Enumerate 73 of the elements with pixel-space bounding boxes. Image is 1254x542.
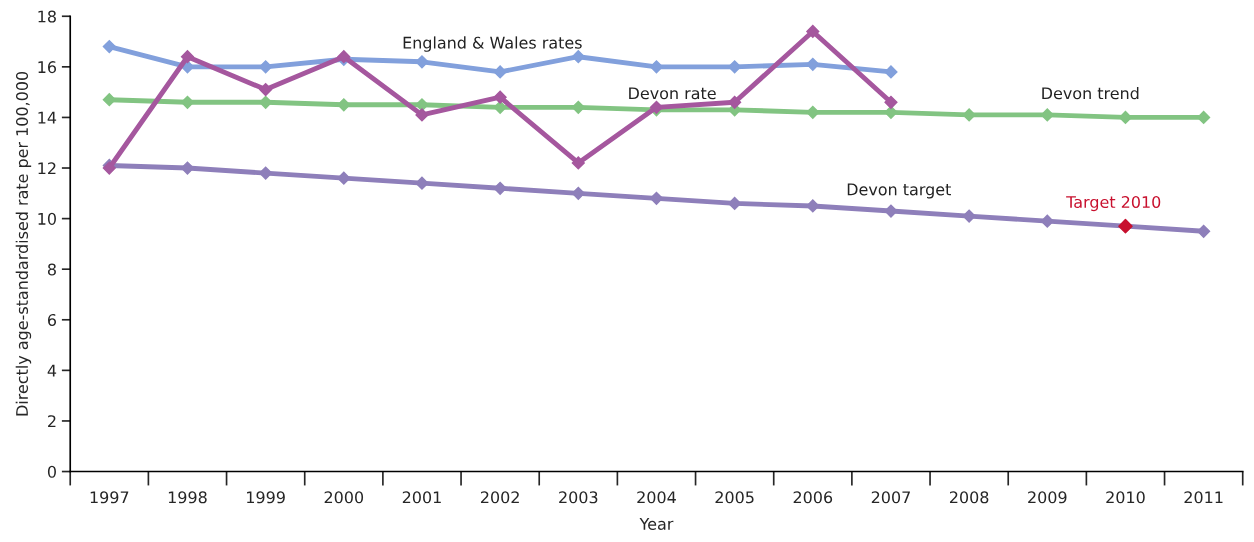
point	[259, 166, 273, 180]
x-axis-title: Year	[639, 518, 674, 530]
series-label: Devon rate	[629, 87, 716, 100]
y-tick-label: 14	[38, 111, 57, 124]
x-tick-label: 1997	[90, 491, 129, 504]
x-tick-label: 1999	[247, 491, 285, 504]
x-tick-label: 2001	[402, 491, 441, 504]
y-tick-label: 8	[47, 263, 56, 276]
y-tick-label: 2	[48, 415, 56, 428]
point	[884, 204, 898, 218]
x-tick-label: 2005	[715, 491, 754, 504]
point	[259, 60, 273, 74]
x-tick-label: 2004	[637, 491, 676, 504]
point	[493, 100, 507, 114]
point	[493, 181, 507, 195]
x-tick-label: 2010	[1106, 491, 1145, 504]
y-tick-label: 0	[47, 465, 56, 478]
y-tick-label: 18	[38, 10, 56, 23]
point	[1197, 110, 1211, 125]
point	[962, 108, 976, 122]
x-tick-label: 2006	[793, 491, 833, 504]
point	[337, 171, 351, 185]
point	[884, 105, 898, 119]
x-tick-label: 1998	[168, 491, 207, 504]
x-tick-label: 2000	[324, 491, 364, 504]
point	[415, 55, 429, 69]
point	[337, 98, 351, 112]
point	[571, 100, 585, 114]
series-label: England & Wales rates	[403, 36, 582, 52]
point	[571, 156, 585, 170]
point	[649, 191, 664, 205]
point	[102, 40, 116, 54]
point	[415, 176, 429, 190]
point	[571, 186, 585, 200]
point	[493, 65, 507, 79]
point	[728, 196, 742, 211]
point	[180, 95, 195, 109]
y-tick-label: 6	[47, 313, 57, 327]
y-axis-title: Directly age-standardised rate per 100,000	[15, 71, 32, 416]
point	[415, 98, 429, 112]
point	[180, 50, 195, 64]
y-tick-label: 10	[38, 212, 56, 225]
x-tick-label: 2009	[1028, 491, 1067, 504]
y-tick-label: 4	[47, 364, 57, 377]
x-tick-label: 2002	[480, 491, 519, 504]
point	[259, 83, 273, 97]
point	[102, 93, 116, 107]
point	[1040, 108, 1054, 122]
point	[962, 209, 976, 223]
series-label: Devon target	[847, 183, 951, 199]
x-tick-label: 2011	[1184, 491, 1223, 504]
point	[728, 95, 742, 109]
point	[884, 95, 898, 109]
point	[493, 90, 507, 104]
series-label: Target 2010	[1066, 195, 1161, 212]
point	[806, 105, 820, 119]
point	[728, 60, 742, 74]
series-label: Devon trend	[1042, 86, 1139, 100]
point	[806, 24, 820, 39]
point	[1197, 224, 1211, 238]
point	[1118, 110, 1133, 125]
point	[649, 60, 664, 74]
point	[884, 65, 898, 79]
point	[1040, 214, 1054, 228]
point	[415, 108, 429, 122]
y-tick-label: 16	[38, 61, 57, 74]
x-tick-label: 2007	[871, 491, 910, 504]
x-tick-label: 2008	[949, 491, 989, 504]
point	[806, 199, 820, 213]
y-tick-label: 12	[38, 162, 56, 175]
x-tick-label: 2003	[559, 491, 598, 504]
point	[806, 57, 820, 71]
point	[571, 50, 585, 64]
